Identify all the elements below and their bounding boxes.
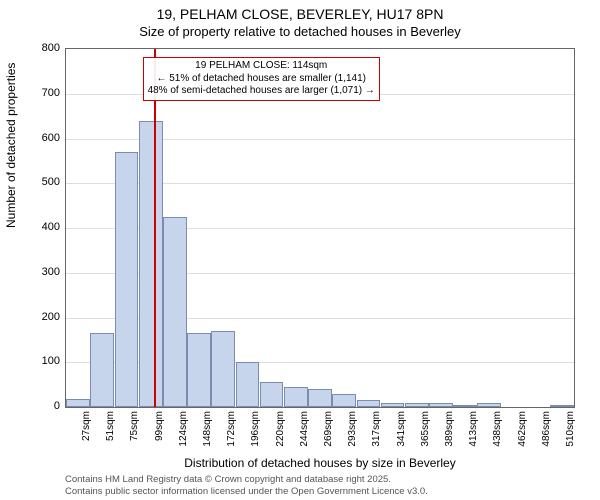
histogram-bar <box>139 121 163 407</box>
histogram-bar <box>236 362 260 407</box>
histogram-bar <box>308 389 332 407</box>
x-tick-label: 341sqm <box>396 411 407 447</box>
x-tick-label: 486sqm <box>541 411 552 447</box>
chart-title-line1: 19, PELHAM CLOSE, BEVERLEY, HU17 8PN <box>0 6 600 22</box>
histogram-bar <box>429 403 453 407</box>
histogram-bar <box>115 152 139 407</box>
histogram-bar <box>90 333 114 407</box>
x-tick-label: 413sqm <box>468 411 479 447</box>
x-tick-label: 438sqm <box>492 411 503 447</box>
histogram-bar <box>187 333 211 407</box>
chart-title-line2: Size of property relative to detached ho… <box>0 24 600 39</box>
y-tick-label: 600 <box>5 132 60 144</box>
plot-area: 19 PELHAM CLOSE: 114sqm← 51% of detached… <box>65 48 575 408</box>
x-axis-label: Distribution of detached houses by size … <box>65 456 575 470</box>
y-tick-label: 300 <box>5 266 60 278</box>
y-tick-label: 400 <box>5 221 60 233</box>
histogram-bar <box>550 405 574 407</box>
histogram-bar <box>211 331 235 407</box>
callout-line: ← 51% of detached houses are smaller (1,… <box>148 73 375 86</box>
x-tick-label: 172sqm <box>226 411 237 447</box>
chart-container: 19, PELHAM CLOSE, BEVERLEY, HU17 8PN Siz… <box>0 0 600 500</box>
callout-line: 19 PELHAM CLOSE: 114sqm <box>148 60 375 73</box>
y-tick-label: 200 <box>5 311 60 323</box>
x-tick-label: 51sqm <box>105 411 116 441</box>
histogram-bar <box>332 394 356 407</box>
x-tick-label: 510sqm <box>565 411 576 447</box>
x-tick-label: 462sqm <box>517 411 528 447</box>
x-tick-label: 317sqm <box>371 411 382 447</box>
y-tick-label: 0 <box>5 400 60 412</box>
x-tick-label: 75sqm <box>129 411 140 441</box>
marker-line <box>154 49 156 407</box>
callout-line: 48% of semi-detached houses are larger (… <box>148 85 375 98</box>
x-tick-label: 148sqm <box>202 411 213 447</box>
histogram-bar <box>284 387 308 407</box>
x-tick-label: 196sqm <box>250 411 261 447</box>
x-tick-label: 244sqm <box>299 411 310 447</box>
x-tick-label: 220sqm <box>275 411 286 447</box>
footer-line1: Contains HM Land Registry data © Crown c… <box>65 474 391 485</box>
histogram-bar <box>453 405 477 407</box>
histogram-bar <box>260 382 284 407</box>
y-tick-label: 700 <box>5 87 60 99</box>
x-tick-label: 389sqm <box>444 411 455 447</box>
x-tick-label: 365sqm <box>420 411 431 447</box>
callout-box: 19 PELHAM CLOSE: 114sqm← 51% of detached… <box>143 57 380 101</box>
histogram-bar <box>477 403 501 407</box>
y-tick-label: 500 <box>5 176 60 188</box>
histogram-bar <box>357 400 381 407</box>
x-tick-label: 293sqm <box>347 411 358 447</box>
x-tick-label: 124sqm <box>178 411 189 447</box>
x-tick-label: 269sqm <box>323 411 334 447</box>
histogram-bar <box>381 403 405 407</box>
histogram-bar <box>163 217 187 407</box>
histogram-bar <box>405 403 429 407</box>
x-tick-label: 99sqm <box>154 411 165 441</box>
footer-line2: Contains public sector information licen… <box>65 486 428 497</box>
y-tick-label: 800 <box>5 42 60 54</box>
y-tick-label: 100 <box>5 355 60 367</box>
histogram-bar <box>66 399 90 407</box>
x-tick-label: 27sqm <box>81 411 92 441</box>
